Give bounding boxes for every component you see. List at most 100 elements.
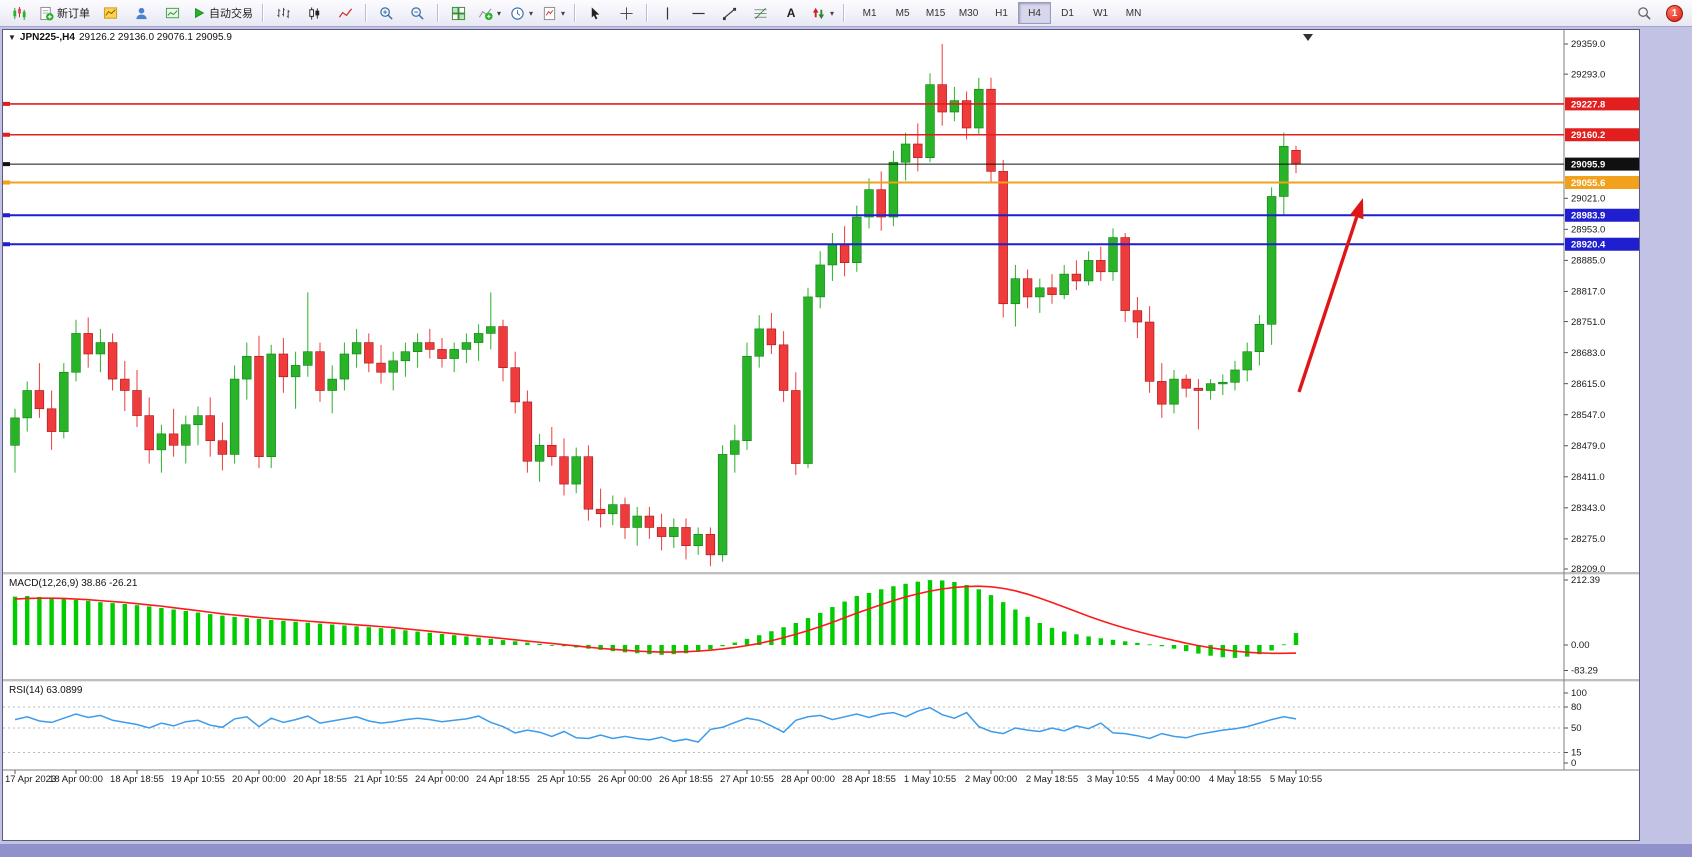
- ohlc-bars-icon: [276, 6, 291, 21]
- periods-button[interactable]: ▾: [506, 1, 537, 25]
- toolbar: 新订单 自动交易 ▾ ▾ ▾ A ▾ M1 M5 M15 M30 H1 H4 D1 W1 MN …: [0, 0, 1692, 27]
- vertical-line-button[interactable]: [652, 1, 682, 25]
- horizontal-line-icon: [691, 6, 706, 21]
- svg-text:28479.0: 28479.0: [1571, 441, 1605, 452]
- arrow-objects-button[interactable]: ▾: [807, 1, 838, 25]
- market-watch-icon: [103, 6, 118, 21]
- indicators-button[interactable]: ▾: [474, 1, 505, 25]
- svg-text:29055.6: 29055.6: [1571, 178, 1605, 189]
- new-order-icon: [39, 6, 54, 21]
- timeframe-h1-button[interactable]: H1: [995, 7, 1008, 19]
- svg-text:-83.29: -83.29: [1571, 666, 1598, 677]
- macd-signal-line: [14, 585, 1297, 655]
- toolbar-separator: [646, 4, 648, 22]
- tile-windows-button[interactable]: [443, 1, 473, 25]
- svg-text:28817.0: 28817.0: [1571, 287, 1605, 298]
- svg-text:100: 100: [1571, 688, 1587, 699]
- svg-text:15: 15: [1571, 748, 1582, 759]
- toolbar-separator: [437, 4, 438, 22]
- toolbar-separator: [843, 4, 845, 22]
- candle-chart-type-button[interactable]: [299, 1, 329, 25]
- terminal-icon: [165, 6, 180, 21]
- svg-text:25 Apr 10:55: 25 Apr 10:55: [537, 774, 591, 785]
- timeframe-m30-button[interactable]: M30: [958, 7, 979, 19]
- market-watch-button[interactable]: [95, 1, 125, 25]
- terminal-button[interactable]: [157, 1, 187, 25]
- rsi-axis: 100 80 50 150: [1564, 688, 1587, 769]
- zoom-out-button[interactable]: [402, 1, 432, 25]
- crosshair-button[interactable]: [611, 1, 641, 25]
- timeframe-mn-button[interactable]: MN: [1125, 7, 1142, 19]
- svg-text:4 May 00:00: 4 May 00:00: [1148, 774, 1200, 785]
- svg-text:21 Apr 10:55: 21 Apr 10:55: [354, 774, 408, 785]
- zoom-in-icon: [379, 6, 394, 21]
- toolbar-separator: [262, 4, 263, 22]
- svg-text:28683.0: 28683.0: [1571, 348, 1605, 359]
- templates-button[interactable]: ▾: [538, 1, 569, 25]
- cursor-button[interactable]: [580, 1, 610, 25]
- template-icon: [542, 6, 557, 21]
- new-chart-button[interactable]: [4, 1, 34, 25]
- text-label-button[interactable]: A: [776, 1, 806, 25]
- timeframe-d1-button[interactable]: D1: [1061, 7, 1074, 19]
- chart-canvas[interactable]: 29359.0 29293.0 29021.0 28953.0 28885.0 28817…: [3, 30, 1639, 840]
- panel-separators: [3, 30, 1639, 771]
- price-shift-marker-icon[interactable]: [1303, 34, 1313, 41]
- price-axis: 29359.0 29293.0 29021.0 28953.0 28885.0 28817…: [1564, 39, 1605, 575]
- svg-text:28275.0: 28275.0: [1571, 534, 1605, 545]
- dropdown-caret-icon: ▾: [529, 8, 534, 18]
- trend-arrow-annotation[interactable]: [1297, 198, 1364, 393]
- search-icon: [1637, 6, 1652, 21]
- timeframe-group: M1 M5 M15 M30 H1 H4 D1 W1 MN: [853, 2, 1150, 24]
- trendline-icon: [722, 6, 737, 21]
- svg-text:2 May 00:00: 2 May 00:00: [965, 774, 1017, 785]
- svg-text:28920.4: 28920.4: [1571, 240, 1606, 251]
- window-bottom-frame: [0, 844, 1692, 857]
- bar-chart-type-button[interactable]: [268, 1, 298, 25]
- svg-text:28983.9: 28983.9: [1571, 211, 1605, 222]
- trendline-button[interactable]: [714, 1, 744, 25]
- svg-text:28411.0: 28411.0: [1571, 472, 1605, 483]
- svg-text:28343.0: 28343.0: [1571, 503, 1605, 514]
- notification-badge[interactable]: 1: [1666, 4, 1683, 22]
- zoom-in-button[interactable]: [371, 1, 401, 25]
- svg-text:20 Apr 00:00: 20 Apr 00:00: [232, 774, 286, 785]
- svg-text:80: 80: [1571, 702, 1582, 713]
- new-order-button[interactable]: 新订单: [35, 1, 94, 25]
- svg-text:28 Apr 00:00: 28 Apr 00:00: [781, 774, 835, 785]
- cursor-icon: [588, 6, 603, 21]
- timeframe-h4-button[interactable]: H4: [1018, 2, 1052, 24]
- search-button[interactable]: [1629, 1, 1659, 25]
- svg-text:28885.0: 28885.0: [1571, 256, 1605, 267]
- horizontal-line-button[interactable]: [683, 1, 713, 25]
- svg-text:28953.0: 28953.0: [1571, 225, 1605, 236]
- candlestick-chart-icon: [12, 6, 27, 21]
- fibonacci-button[interactable]: [745, 1, 775, 25]
- svg-text:29227.8: 29227.8: [1571, 99, 1605, 110]
- auto-trading-label: 自动交易: [209, 8, 253, 20]
- auto-trading-button[interactable]: 自动交易: [188, 1, 257, 25]
- svg-text:26 Apr 00:00: 26 Apr 00:00: [598, 774, 652, 785]
- svg-text:2 May 18:55: 2 May 18:55: [1026, 774, 1078, 785]
- svg-text:29293.0: 29293.0: [1571, 69, 1605, 80]
- line-chart-icon: [338, 6, 353, 21]
- svg-text:28 Apr 18:55: 28 Apr 18:55: [842, 774, 896, 785]
- timeframe-w1-button[interactable]: W1: [1093, 7, 1109, 19]
- clock-icon: [510, 6, 525, 21]
- indicators-icon: [478, 6, 493, 21]
- svg-text:28751.0: 28751.0: [1571, 317, 1605, 328]
- timeframe-m15-button[interactable]: M15: [925, 7, 946, 19]
- timeframe-m1-button[interactable]: M1: [862, 7, 877, 19]
- timeframe-m5-button[interactable]: M5: [895, 7, 910, 19]
- arrows-icon: [811, 6, 826, 21]
- navigator-button[interactable]: [126, 1, 156, 25]
- play-icon: [192, 6, 206, 20]
- line-chart-type-button[interactable]: [330, 1, 360, 25]
- svg-text:28209.0: 28209.0: [1571, 564, 1605, 575]
- svg-text:27 Apr 10:55: 27 Apr 10:55: [720, 774, 774, 785]
- level-lines[interactable]: [3, 101, 1564, 247]
- svg-text:28615.0: 28615.0: [1571, 379, 1605, 390]
- svg-text:0: 0: [1571, 758, 1576, 769]
